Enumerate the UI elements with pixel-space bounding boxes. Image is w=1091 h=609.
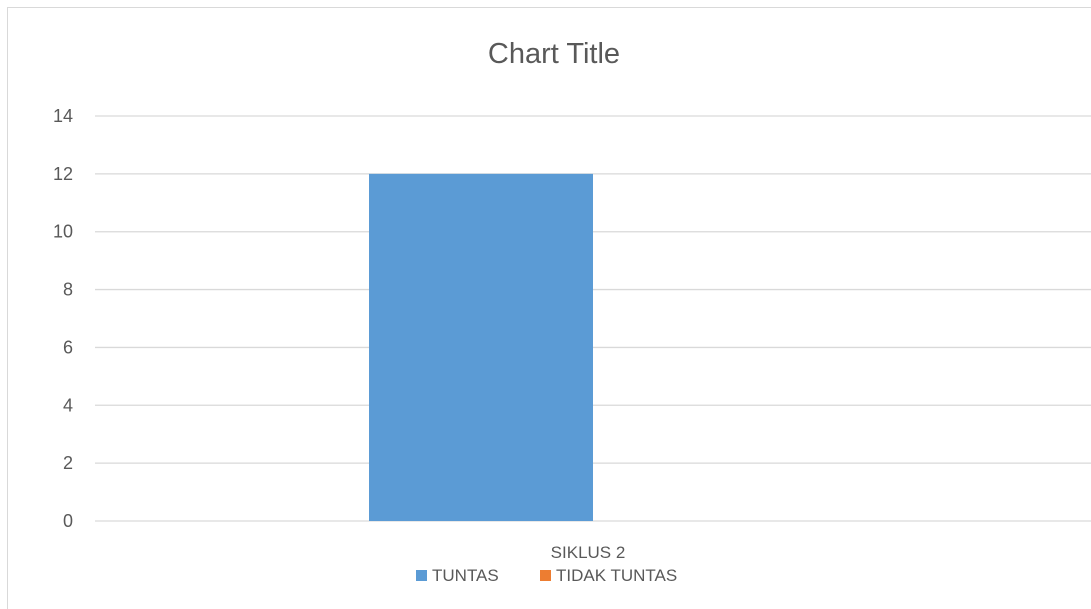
legend-swatch xyxy=(416,570,427,581)
chart-title: Chart Title xyxy=(488,38,620,70)
y-tick-label: 8 xyxy=(63,280,73,300)
y-axis-ticks: 0 2 4 6 8 10 12 14 xyxy=(53,106,73,531)
legend-label: TIDAK TUNTAS xyxy=(556,566,677,585)
legend: TUNTAS TIDAK TUNTAS xyxy=(416,566,677,585)
y-tick-label: 6 xyxy=(63,337,73,357)
y-tick-label: 12 xyxy=(53,164,73,184)
y-tick-label: 2 xyxy=(63,453,73,473)
y-tick-label: 14 xyxy=(53,106,73,126)
legend-swatch xyxy=(540,570,551,581)
x-axis-categories: SIKLUS 2 xyxy=(551,543,626,562)
y-tick-label: 0 xyxy=(63,511,73,531)
legend-label: TUNTAS xyxy=(432,566,499,585)
bar-tuntas xyxy=(369,173,593,521)
x-category-label: SIKLUS 2 xyxy=(551,543,626,562)
y-tick-label: 10 xyxy=(53,222,73,242)
bars xyxy=(369,173,593,521)
y-tick-label: 4 xyxy=(63,395,73,415)
